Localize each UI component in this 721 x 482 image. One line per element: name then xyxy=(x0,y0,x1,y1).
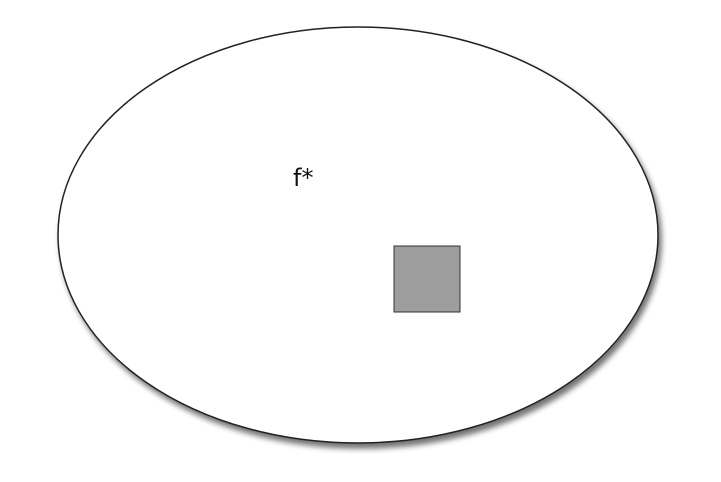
region-ellipse xyxy=(57,26,659,444)
function-label: f* xyxy=(293,164,313,192)
gray-square xyxy=(393,245,461,313)
